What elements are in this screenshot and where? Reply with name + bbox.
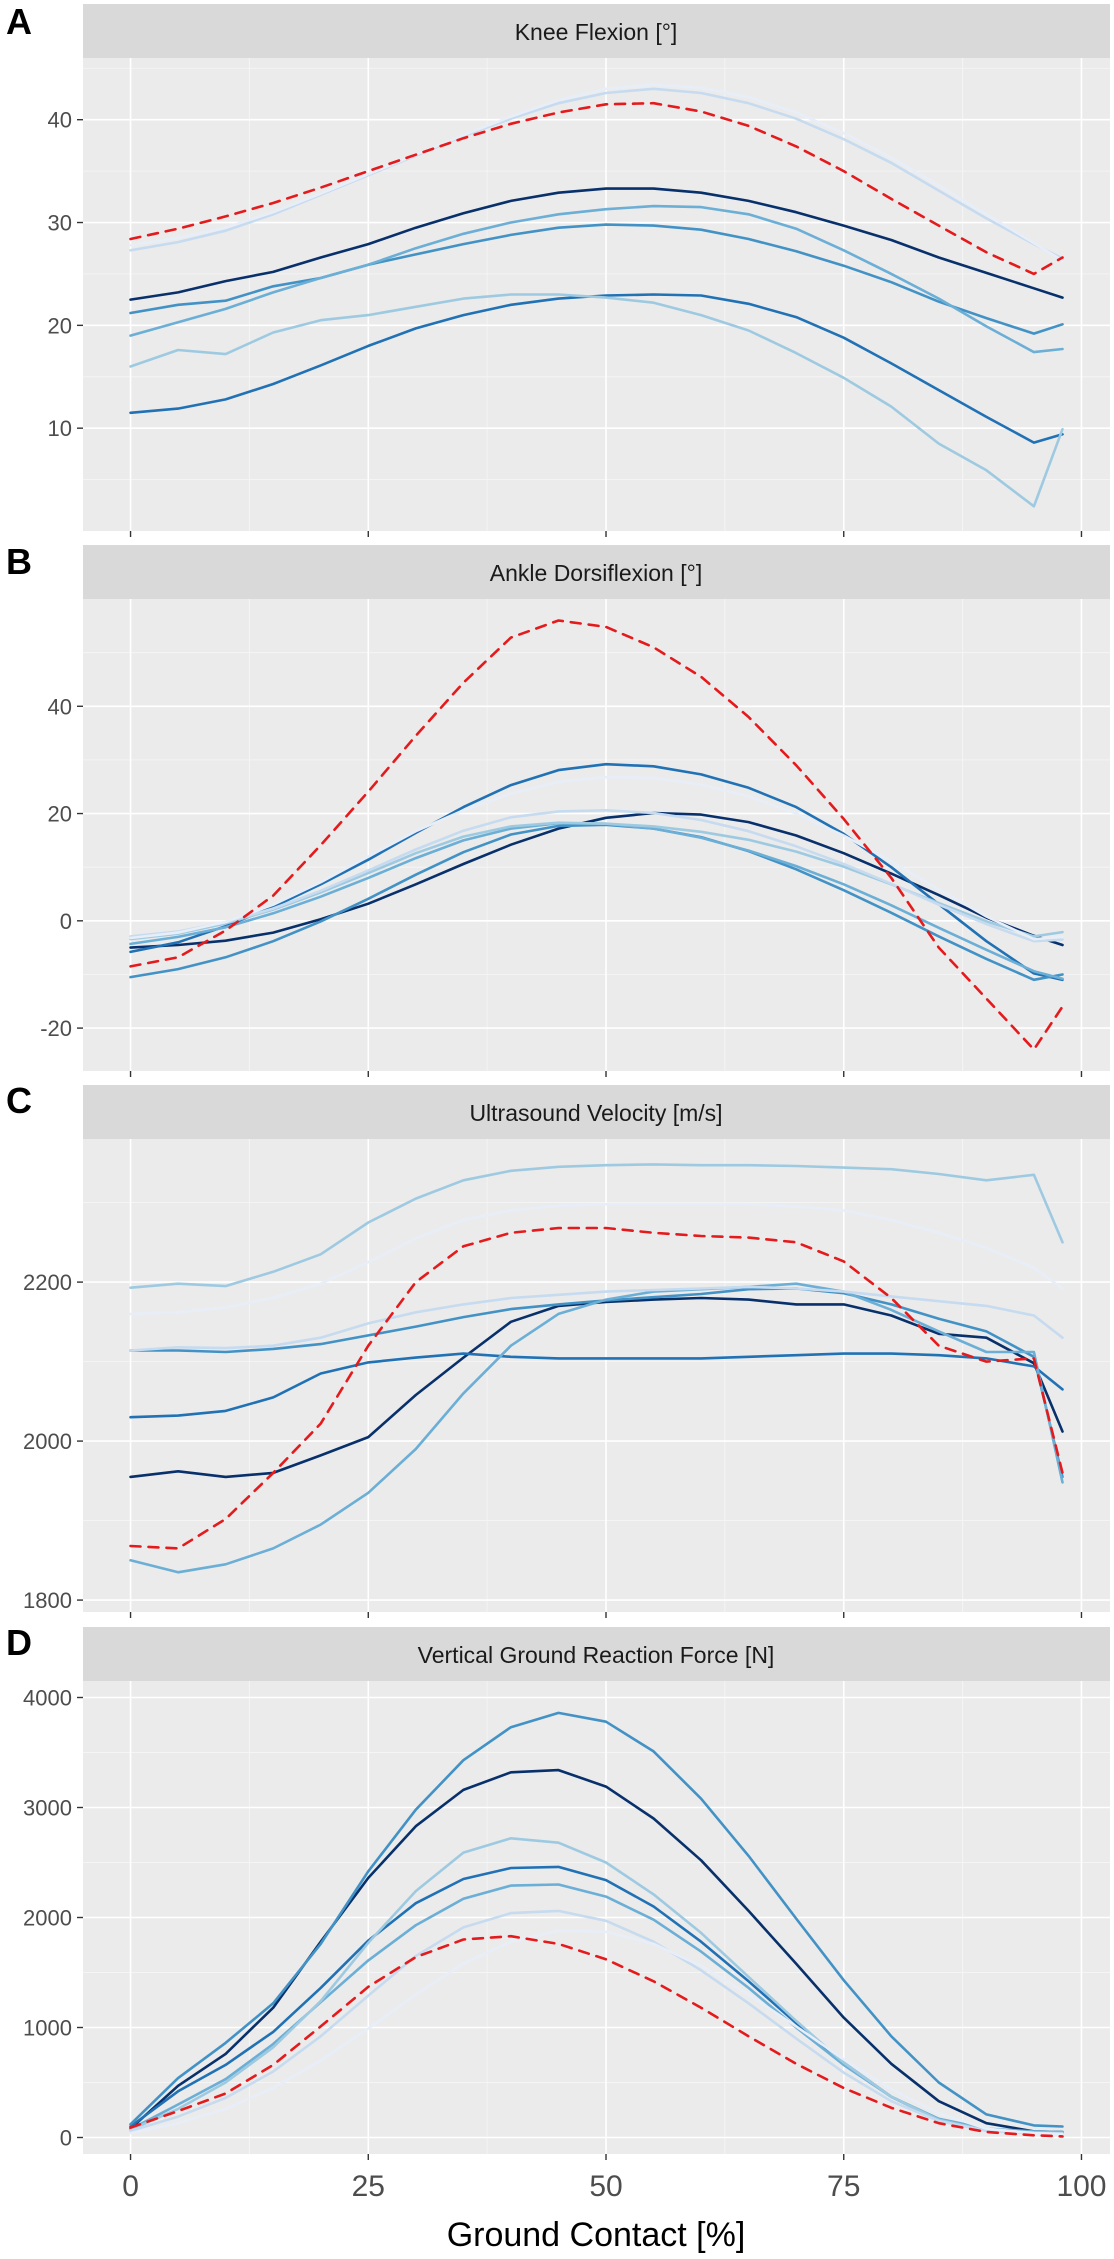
- x-tick-label-25: 25: [352, 2170, 385, 2203]
- panel-title-c: Ultrasound Velocity [m/s]: [469, 1100, 722, 1126]
- strip-c: [83, 1085, 1110, 1139]
- y-tick-label-c: 1800: [23, 1588, 72, 1613]
- panel-letter-d: D: [6, 1622, 32, 1663]
- series-line-b-subject-2: [129, 762, 1064, 982]
- series-line-c-subject-2: [129, 1352, 1064, 1419]
- plot-area-a: [83, 58, 1110, 531]
- y-tick-label-b: 0: [60, 909, 72, 934]
- y-tick-label-d: 0: [60, 2126, 72, 2151]
- y-tick-label-c: 2200: [23, 1270, 72, 1295]
- y-tick-label-d: 3000: [23, 1796, 72, 1821]
- series-line-d-subject-3: [129, 1711, 1064, 2128]
- y-tick-label-d: 2000: [23, 1906, 72, 1931]
- y-tick-label-b: -20: [40, 1016, 72, 1041]
- series-line-d-subject-7: [129, 1929, 1064, 2136]
- strip-b: [83, 545, 1110, 599]
- series-line-a-subject-5: [129, 293, 1064, 508]
- series-line-b-reference: [129, 619, 1064, 1051]
- plot-a: 10 20 30 40: [48, 58, 1110, 537]
- panel-title-b: Ankle Dorsiflexion [°]: [490, 560, 702, 586]
- series-line-a-subject-1: [129, 187, 1064, 301]
- y-tick-label-b: 40: [48, 694, 72, 719]
- y-tick-label-a: 30: [48, 211, 72, 236]
- y-tick-label-a: 20: [48, 313, 72, 338]
- x-tick-label-100: 100: [1056, 2170, 1106, 2203]
- series-line-d-subject-5: [129, 1837, 1064, 2135]
- x-tick-label-75: 75: [827, 2170, 860, 2203]
- series-line-c-reference: [129, 1226, 1064, 1550]
- series-line-a-subject-4: [129, 204, 1064, 354]
- y-tick-label-d: 4000: [23, 1686, 72, 1711]
- panel-title-d: Vertical Ground Reaction Force [N]: [418, 1642, 775, 1668]
- series-line-d-reference: [129, 1934, 1064, 2138]
- x-tick-label-50: 50: [589, 2170, 622, 2203]
- series-line-a-reference: [129, 101, 1064, 276]
- series-line-c-subject-7: [129, 1202, 1064, 1316]
- y-tick-label-d: 1000: [23, 2016, 72, 2041]
- series-line-a-subject-7: [129, 83, 1064, 262]
- series-line-d-subject-6: [129, 1909, 1064, 2135]
- x-axis-label: Ground Contact [%]: [447, 2216, 746, 2254]
- y-tick-label-c: 2000: [23, 1429, 72, 1454]
- series-line-c-subject-4: [129, 1282, 1064, 1574]
- series-line-d-subject-1: [129, 1768, 1064, 2134]
- panel-letter-a: A: [6, 1, 32, 42]
- plot-area-c: [83, 1139, 1110, 1612]
- strip-a: [83, 4, 1110, 58]
- x-tick-label-0: 0: [122, 2170, 139, 2203]
- series-line-c-subject-6: [129, 1285, 1064, 1352]
- y-tick-label-a: 10: [48, 416, 72, 441]
- series-line-c-subject-1: [129, 1296, 1064, 1479]
- series-line-c-subject-5: [129, 1163, 1064, 1289]
- series-line-b-subject-6: [129, 808, 1064, 943]
- x-axis: 0 25 50 75 100: [122, 2170, 1106, 2203]
- y-tick-label-a: 40: [48, 108, 72, 133]
- panel-d: D Vertical Ground Reaction Force [N] 0 10…: [6, 1622, 1110, 2160]
- series-line-b-subject-1: [129, 811, 1064, 949]
- panel-a: A Knee Flexion [°] 10 20 30 40: [6, 1, 1110, 537]
- strip-d: [83, 1627, 1110, 1681]
- panel-b: B Ankle Dorsiflexion [°] -20 0 20 40: [6, 541, 1110, 1077]
- plot-c: 1800 2000 2200: [23, 1139, 1110, 1618]
- panel-title-a: Knee Flexion [°]: [515, 19, 678, 45]
- plot-area-b: [83, 599, 1110, 1071]
- series-line-b-subject-7: [129, 775, 1064, 941]
- series-line-a-subject-2: [129, 293, 1064, 444]
- series-line-a-subject-3: [129, 223, 1064, 335]
- series-line-a-subject-6: [129, 87, 1064, 260]
- plot-b: -20 0 20 40: [40, 599, 1110, 1077]
- y-tick-label-b: 20: [48, 802, 72, 827]
- panel-letter-b: B: [6, 541, 32, 582]
- plot-d: 0 1000 2000 3000 4000: [23, 1681, 1110, 2160]
- panel-letter-c: C: [6, 1080, 32, 1121]
- panel-c: C Ultrasound Velocity [m/s] 1800 2000 2200: [6, 1080, 1110, 1618]
